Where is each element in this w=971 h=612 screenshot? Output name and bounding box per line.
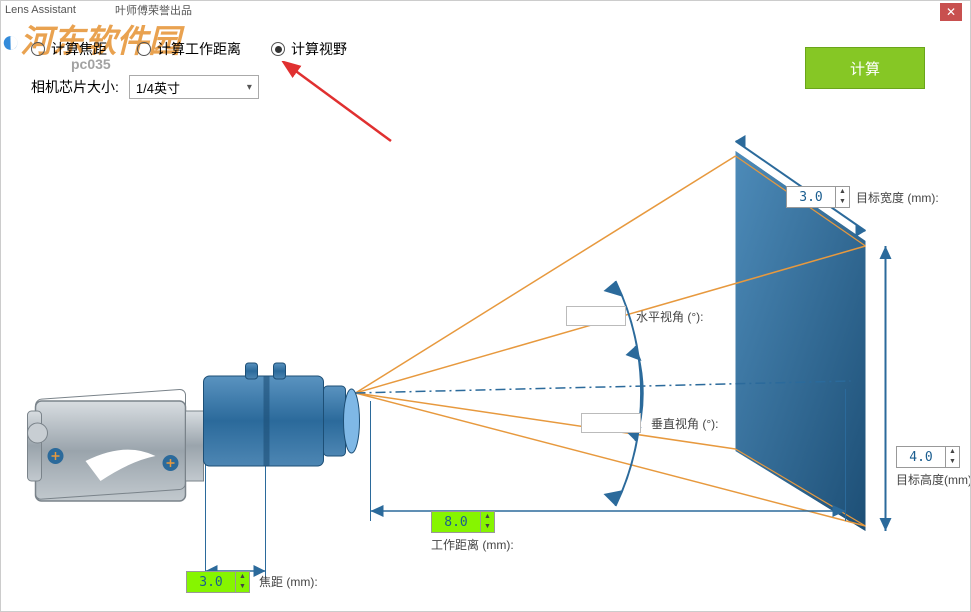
radio-distance-label: 计算工作距离 (157, 39, 241, 59)
target-width-label: 目标宽度 (mm): (856, 189, 939, 206)
radio-distance[interactable]: 计算工作距离 (137, 39, 241, 59)
diagram-area: 3.0 ▲▼ 目标宽度 (mm): 4.0 ▲▼ 目标高度(mm): 水平视角 … (11, 111, 960, 601)
window-subtitle: 叶师傅荣誉出品 (115, 2, 966, 18)
target-height-label: 目标高度(mm): (896, 471, 951, 488)
sensor-value: 1/4英寸 (136, 78, 180, 97)
sensor-select[interactable]: 1/4英寸 ▾ (129, 75, 259, 99)
radio-group: 计算焦距 计算工作距离 计算视野 (31, 39, 347, 59)
spinner[interactable]: ▲▼ (235, 572, 249, 592)
h-angle-input[interactable] (566, 306, 626, 326)
v-angle-input[interactable] (581, 413, 641, 433)
radio-focal-label: 计算焦距 (51, 39, 107, 59)
target-height-input[interactable]: 4.0 ▲▼ (896, 446, 960, 468)
sensor-label: 相机芯片大小: (31, 77, 119, 97)
app-window: Lens Assistant 叶师傅荣誉出品 ✕ ◐河东软件园 pc035 计算… (0, 0, 971, 612)
target-width-input[interactable]: 3.0 ▲▼ (786, 186, 850, 208)
v-angle-label: 垂直视角 (°): (651, 415, 718, 432)
focal-len-input[interactable]: 3.0 ▲▼ (186, 571, 250, 593)
calculate-button[interactable]: 计算 (805, 47, 925, 89)
chevron-down-icon: ▾ (247, 82, 252, 93)
h-angle-label: 水平视角 (°): (636, 308, 703, 325)
radio-icon (31, 42, 45, 56)
radio-icon (271, 42, 285, 56)
work-dist-input[interactable]: 8.0 ▲▼ (431, 511, 495, 533)
toolbar: 计算焦距 计算工作距离 计算视野 计算 (1, 19, 970, 69)
radio-fov-label: 计算视野 (291, 39, 347, 59)
focal-len-label: 焦距 (mm): (259, 573, 318, 590)
spinner[interactable]: ▲▼ (480, 512, 494, 532)
radio-focal[interactable]: 计算焦距 (31, 39, 107, 59)
titlebar: Lens Assistant 叶师傅荣誉出品 (1, 1, 970, 19)
radio-fov[interactable]: 计算视野 (271, 39, 347, 59)
window-title: Lens Assistant (5, 4, 115, 16)
radio-icon (137, 42, 151, 56)
spinner[interactable]: ▲▼ (945, 447, 959, 467)
close-icon: ✕ (946, 5, 956, 19)
spinner[interactable]: ▲▼ (835, 187, 849, 207)
work-dist-label: 工作距离 (mm): (431, 536, 514, 553)
